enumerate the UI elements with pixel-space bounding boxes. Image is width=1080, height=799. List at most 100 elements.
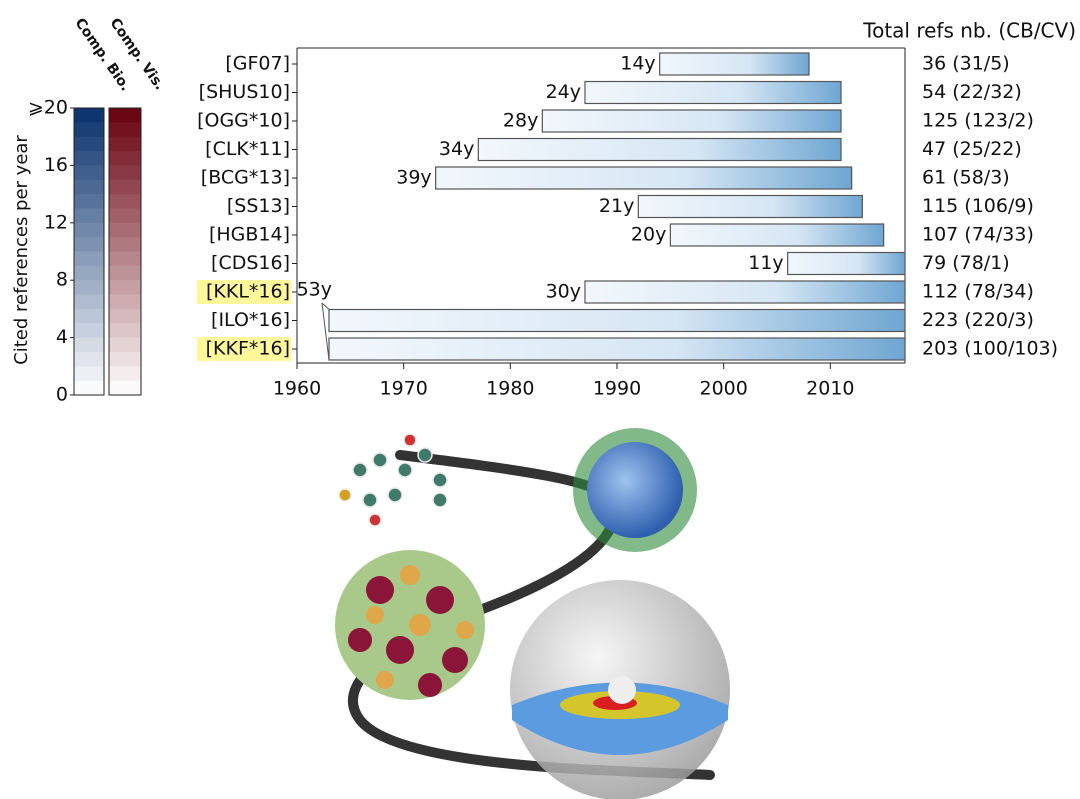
colorbar-step — [74, 309, 104, 324]
header: Total refs nb. (CB/CV) — [862, 19, 1076, 43]
colorbar-step — [74, 165, 104, 180]
total-label: 203 (100/103) — [922, 338, 1058, 360]
span-label: 24y — [546, 81, 581, 103]
row-label: [OGG*10] — [197, 110, 290, 132]
total-label: 47 (25/22) — [922, 138, 1022, 160]
colorbar-tick-label: 0 — [56, 384, 68, 406]
colorbar-tick-label: ⩾20 — [28, 97, 68, 119]
x-tick-label: 1980 — [486, 378, 534, 400]
row-label: [SS13] — [227, 195, 290, 217]
colorbar-step — [109, 108, 141, 123]
total-label: 61 (58/3) — [922, 167, 1010, 189]
colorbar-tick-label: 12 — [44, 211, 68, 233]
span-bar — [585, 82, 841, 104]
colorbar-step — [74, 223, 104, 238]
colorbar-step — [74, 108, 104, 123]
colorbar-title: Cited references per year — [11, 135, 32, 365]
span-label: 11y — [748, 252, 783, 274]
colorbar-tick-label: 16 — [44, 154, 68, 176]
row-label: [CDS16] — [211, 252, 290, 274]
span-bar — [670, 224, 883, 246]
colorbar-step — [109, 137, 141, 152]
x-tick-label: 1960 — [273, 378, 321, 400]
colorbar-step — [74, 122, 104, 137]
span-bar — [638, 196, 862, 218]
colorbar-tick-label: 4 — [56, 326, 68, 348]
colorbar-step — [74, 280, 104, 295]
colorbar-step — [74, 252, 104, 267]
colorbar-step — [74, 295, 104, 310]
x-tick-label: 1970 — [379, 378, 427, 400]
span-bar — [585, 281, 905, 303]
colorbar-step — [74, 237, 104, 252]
span-connector — [322, 303, 329, 360]
span-label: 34y — [439, 138, 474, 160]
colorbar-step — [109, 165, 141, 180]
total-label: 36 (31/5) — [922, 53, 1010, 75]
span-bar — [478, 139, 841, 161]
span-label: 14y — [620, 53, 655, 75]
row-label: [CLK*11] — [205, 138, 290, 160]
total-label: 54 (22/32) — [922, 81, 1022, 103]
span-bar — [660, 53, 809, 75]
colorbar-step — [109, 280, 141, 295]
total-label: 112 (78/34) — [922, 281, 1034, 303]
total-label: 79 (78/1) — [922, 252, 1010, 274]
colorbar-step — [74, 180, 104, 195]
span-label: 21y — [599, 195, 634, 217]
span-bar — [329, 338, 905, 360]
colorbar-step — [109, 323, 141, 338]
colorbar-step — [74, 151, 104, 166]
span-bar — [788, 253, 905, 275]
colorbar-step — [74, 381, 104, 396]
span-bar — [329, 310, 905, 332]
colorbar-step — [74, 266, 104, 281]
total-label: 223 (220/3) — [922, 309, 1034, 331]
colorbar-step — [74, 194, 104, 209]
x-tick-label: 1990 — [593, 378, 641, 400]
colorbar-step — [109, 151, 141, 166]
colorbar-step — [74, 323, 104, 338]
colorbar-step — [109, 237, 141, 252]
row-label: [BCG*13] — [201, 167, 290, 189]
colorbar-step — [74, 338, 104, 353]
row-label: [HGB14] — [209, 224, 290, 246]
x-tick-label: 2010 — [806, 378, 854, 400]
span-bar — [542, 110, 841, 132]
colorbar-step — [74, 208, 104, 223]
span-label: 39y — [396, 167, 431, 189]
row-label: [GF07] — [225, 53, 290, 75]
illustration — [335, 428, 730, 799]
colorbar-step — [109, 338, 141, 353]
span-label: 20y — [631, 224, 666, 246]
row-label: [KKL*16] — [206, 281, 290, 303]
colorbar-step — [109, 180, 141, 195]
colorbar-step — [74, 352, 104, 367]
row-label: [KKF*16] — [206, 338, 290, 360]
colorbar-step — [109, 208, 141, 223]
total-label: 125 (123/2) — [922, 110, 1034, 132]
colorbar-step — [109, 366, 141, 381]
colorbar-step — [109, 266, 141, 281]
colorbar-tick-label: 8 — [56, 269, 68, 291]
colorbar-step — [109, 223, 141, 238]
span-bar — [436, 167, 852, 189]
chart: Total refs nb. (CB/CV)Comp. Bio.Comp. Vi… — [0, 0, 1080, 799]
span-label: 53y — [297, 279, 332, 301]
colorbar-step — [109, 122, 141, 137]
colorbar-step — [109, 352, 141, 367]
colorbar-step — [109, 309, 141, 324]
x-tick-label: 2000 — [699, 378, 747, 400]
total-label: 115 (106/9) — [922, 195, 1034, 217]
row-label: [SHUS10] — [199, 81, 290, 103]
colorbar-step — [109, 381, 141, 396]
span-label: 30y — [546, 281, 581, 303]
colorbar-step — [109, 194, 141, 209]
colorbar-step — [74, 366, 104, 381]
colorbar-step — [74, 137, 104, 152]
colorbar-step — [109, 252, 141, 267]
total-label: 107 (74/33) — [922, 224, 1034, 246]
span-label: 28y — [503, 110, 538, 132]
row-label: [ILO*16] — [211, 309, 290, 331]
colorbar-step — [109, 295, 141, 310]
